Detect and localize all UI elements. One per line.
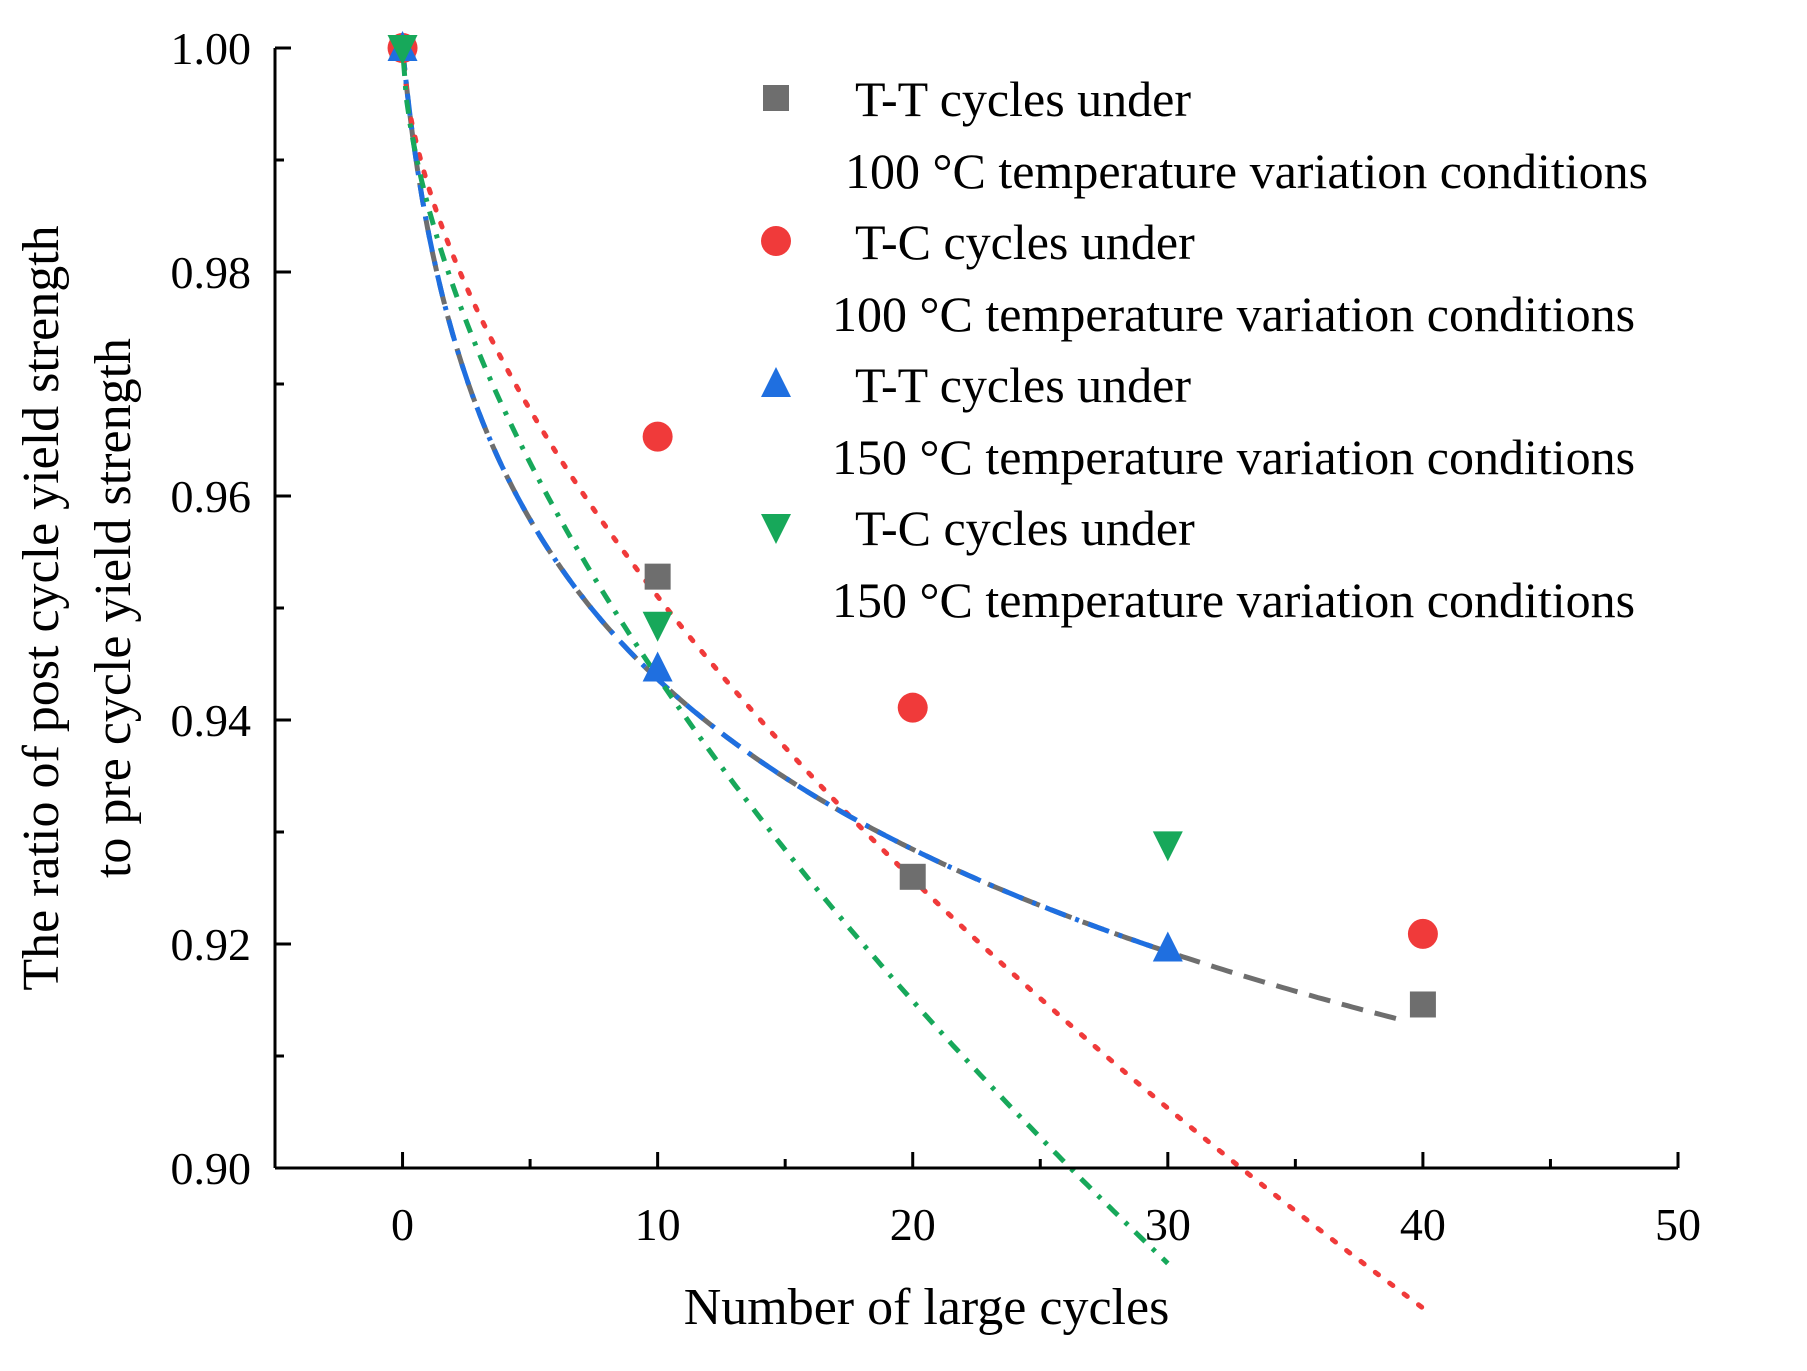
fit-line-series-3 (400, 47, 1169, 955)
y-axis-title-line2: to pre cycle yield strength (85, 338, 142, 878)
legend-marker-series-1 (763, 85, 789, 111)
data-point-series-1 (1409, 991, 1436, 1018)
data-point-series-4 (642, 611, 673, 642)
legend-marker-series-4 (761, 514, 791, 544)
data-point-series-4 (1152, 831, 1183, 862)
data-point-series-4 (387, 35, 418, 65)
data-markers (387, 31, 1438, 1018)
legend-label-line1: T-C cycles under (855, 214, 1195, 270)
legend-label-line1: T-C cycles under (855, 500, 1195, 556)
data-point-series-3 (642, 651, 673, 682)
x-tick-label: 50 (1655, 1199, 1701, 1250)
axes: 0 10 20 30 40 50 0.90 0.92 0.94 0.96 0.98 1.00 (171, 23, 1702, 1250)
y-tick-label: 0.90 (171, 1143, 252, 1194)
legend: T-T cycles under 100 °C temperature varia… (761, 71, 1648, 628)
y-tick-label: 0.94 (171, 695, 252, 746)
legend-label-line2: 150 °C temperature variation conditions (832, 429, 1635, 485)
legend-marker-series-2 (761, 226, 791, 256)
data-point-series-2 (1407, 918, 1438, 949)
x-tick-label: 30 (1145, 1199, 1191, 1250)
fit-line-series-4 (400, 47, 1170, 1266)
x-axis-title: Number of large cycles (684, 1279, 1170, 1336)
legend-label-line2: 100 °C temperature variation conditions (845, 143, 1648, 199)
y-axis-title-line1: The ratio of post cycle yield strength (13, 225, 70, 990)
legend-label-line1: T-T cycles under (855, 71, 1191, 127)
legend-marker-series-3 (761, 367, 791, 397)
data-point-series-3 (1152, 931, 1183, 962)
y-tick-label: 0.96 (171, 471, 252, 522)
x-tick-label: 20 (890, 1199, 936, 1250)
y-tick-label: 1.00 (171, 23, 252, 74)
x-tick-label: 10 (635, 1199, 681, 1250)
x-tick-label: 40 (1400, 1199, 1446, 1250)
data-point-series-1 (899, 863, 926, 890)
x-tick-label: 0 (391, 1199, 414, 1250)
y-tick-label: 0.92 (171, 919, 252, 970)
legend-label-line2: 150 °C temperature variation conditions (832, 572, 1635, 628)
data-point-series-2 (897, 692, 928, 723)
legend-label-line2: 100 °C temperature variation conditions (832, 286, 1635, 342)
data-point-series-1 (644, 563, 671, 590)
legend-label-line1: T-T cycles under (855, 357, 1191, 413)
data-point-series-2 (642, 421, 673, 452)
y-tick-label: 0.98 (171, 247, 252, 298)
